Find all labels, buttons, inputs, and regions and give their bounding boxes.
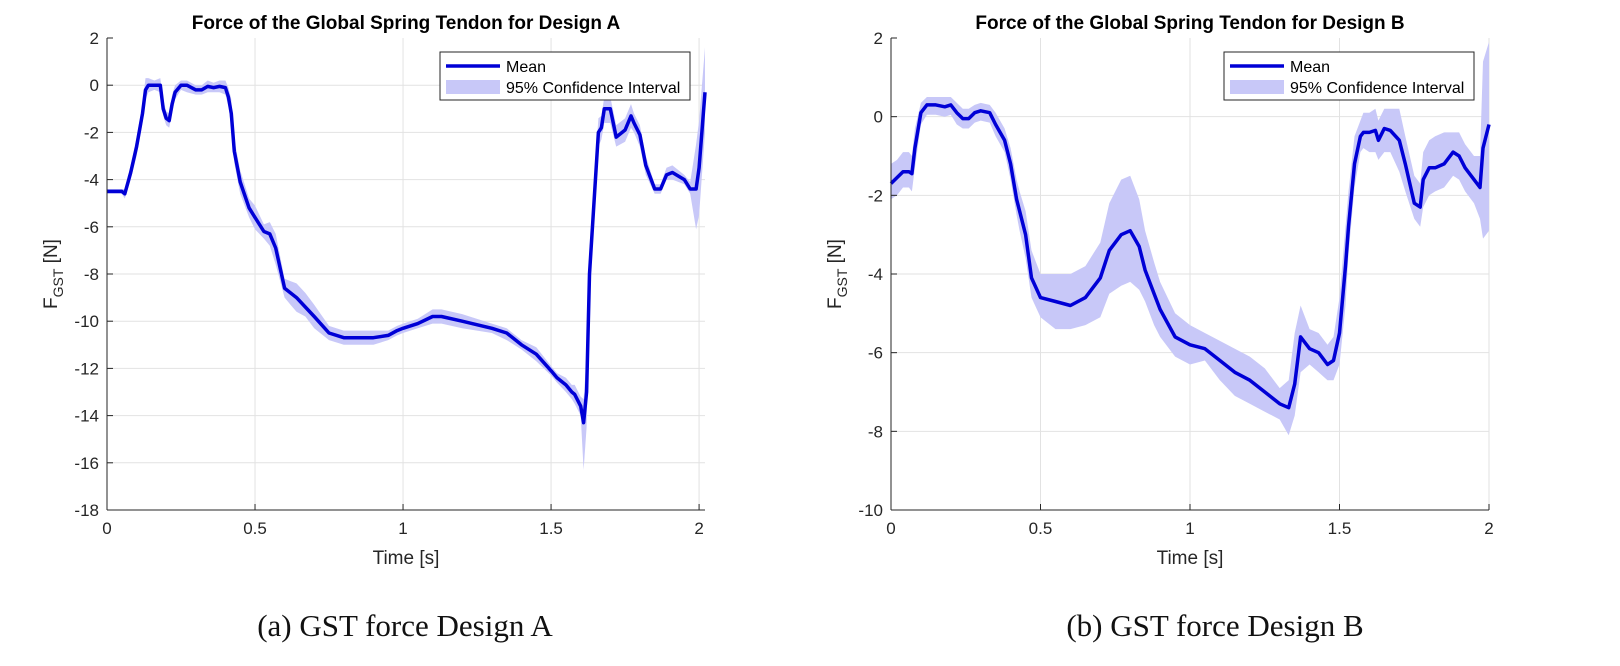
legend-ci-swatch [446, 80, 500, 94]
y-axis-label: FGST [N] [825, 239, 850, 309]
y-tick-label: 0 [90, 76, 99, 95]
x-tick-label: 0.5 [243, 519, 267, 538]
y-tick-label: -10 [858, 501, 883, 520]
legend-ci-label: 95% Confidence Interval [1290, 80, 1464, 97]
x-tick-label: 1 [1185, 519, 1194, 538]
y-axis-label-unit: [N] [825, 239, 846, 269]
x-tick-label: 2 [1484, 519, 1493, 538]
panel-design-a: 0 0.5 1 1.5 2 2 0 -2 -4 -6 -8 -10 -12 -14 -16 -18 Force … [41, 13, 707, 643]
y-tick-label: -18 [74, 501, 99, 520]
y-tick-label: -8 [84, 265, 99, 284]
y-tick-label: -6 [84, 218, 99, 237]
panel-design-b: 0 0.5 1 1.5 2 2 0 -2 -4 -6 -8 -10 Force of the Globa… [810, 0, 1620, 666]
chart-design-b: 0 0.5 1 1.5 2 2 0 -2 -4 -6 -8 -10 Force of the Globa… [825, 13, 1494, 569]
x-tick-label: 1.5 [1328, 519, 1352, 538]
x-tick-label: 1.5 [539, 519, 563, 538]
legend-mean-label: Mean [506, 59, 546, 76]
y-axis-label: FGST [N] [41, 239, 66, 309]
y-tick-label: 2 [90, 29, 99, 48]
mean-line [107, 83, 707, 425]
y-axis-label-main: F [825, 297, 846, 309]
caption-design-a: (a) GST force Design A [257, 608, 553, 643]
legend-ci-swatch [1230, 80, 1284, 94]
x-tick-label: 2 [694, 519, 703, 538]
y-tick-label: -16 [74, 454, 99, 473]
legend: Mean 95% Confidence Interval [1223, 51, 1475, 101]
y-tick-label: -2 [868, 186, 883, 205]
legend-mean-label: Mean [1290, 59, 1330, 76]
x-tick-label: 0 [102, 519, 111, 538]
mean-line [889, 103, 1491, 410]
y-tick-label: -6 [868, 344, 883, 363]
x-tick-label: 1 [398, 519, 407, 538]
x-axis-label: Time [s] [373, 548, 440, 569]
y-tick-label: -8 [868, 422, 883, 441]
y-tick-label: -10 [74, 312, 99, 331]
x-tick-label: 0.5 [1029, 519, 1053, 538]
x-tick-label: 0 [886, 519, 895, 538]
chart-title: Force of the Global Spring Tendon for De… [192, 13, 621, 34]
caption-design-b: (b) GST force Design B [1066, 608, 1364, 643]
y-tick-label: -4 [84, 171, 99, 190]
y-tick-label: -2 [84, 123, 99, 142]
legend: Mean 95% Confidence Interval [439, 51, 691, 101]
y-axis-label-main: F [41, 297, 62, 309]
y-axis-label-subscript: GST [834, 268, 850, 297]
y-tick-label: 2 [874, 29, 883, 48]
y-tick-label: 0 [874, 108, 883, 127]
y-tick-label: -4 [868, 265, 883, 284]
chart-title: Force of the Global Spring Tendon for De… [975, 13, 1404, 34]
y-axis-label-unit: [N] [41, 239, 62, 269]
legend-ci-label: 95% Confidence Interval [506, 80, 680, 97]
y-tick-label: -12 [74, 359, 99, 378]
y-axis-label-subscript: GST [50, 268, 66, 297]
x-axis-label: Time [s] [1157, 548, 1224, 569]
y-tick-label: -14 [74, 407, 99, 426]
chart-design-a: 0 0.5 1 1.5 2 2 0 -2 -4 -6 -8 -10 -12 -14 -16 -18 Force … [41, 13, 707, 569]
